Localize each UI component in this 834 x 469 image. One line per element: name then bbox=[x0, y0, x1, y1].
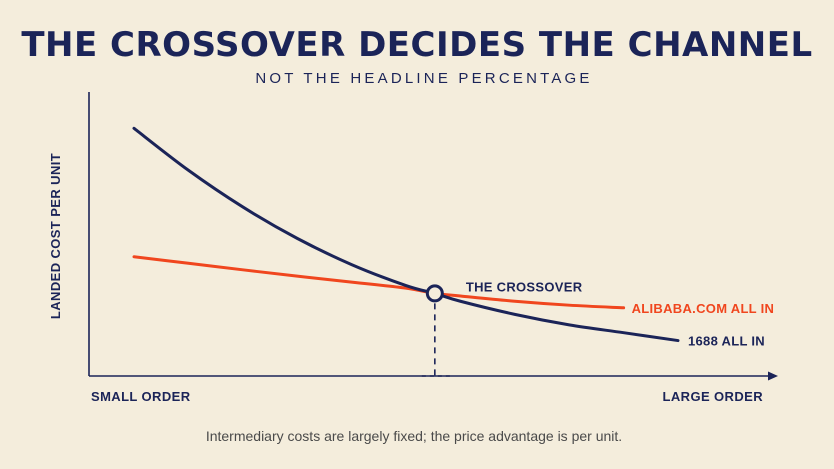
x-axis-label-small-order: SMALL ORDER bbox=[91, 389, 191, 404]
crossover-marker bbox=[425, 284, 444, 303]
chart-note: Intermediary costs are largely fixed; th… bbox=[206, 428, 622, 444]
y-axis-label: LANDED COST PER UNIT bbox=[48, 153, 63, 319]
series-line-alibaba bbox=[132, 255, 626, 310]
chart-subtitle: NOT THE HEADLINE PERCENTAGE bbox=[255, 70, 592, 87]
chart-title: THE CROSSOVER DECIDES THE CHANNEL bbox=[21, 25, 812, 65]
x-axis-label-large-order: LARGE ORDER bbox=[663, 389, 764, 404]
axes bbox=[88, 92, 778, 381]
series-line-1688 bbox=[132, 126, 680, 343]
x-axis-arrow bbox=[768, 371, 778, 381]
series-label-1688: 1688 ALL IN bbox=[688, 334, 765, 349]
crossover-group bbox=[421, 303, 453, 377]
series-group bbox=[132, 126, 680, 343]
crossover-label: THE CROSSOVER bbox=[466, 279, 583, 294]
series-label-alibaba: ALIBABA.COM ALL IN bbox=[632, 301, 775, 316]
